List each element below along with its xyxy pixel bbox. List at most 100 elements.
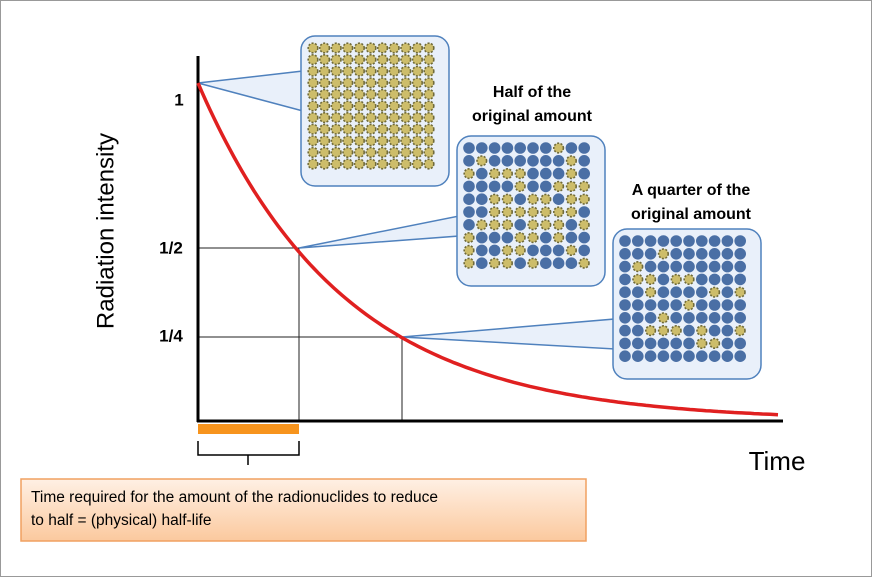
decayed-atom [463, 142, 475, 154]
atom [330, 88, 342, 100]
atom [423, 65, 435, 77]
decayed-atom [540, 257, 552, 270]
decayed-atom [552, 257, 565, 270]
atom [463, 244, 475, 256]
decayed-atom [683, 324, 695, 337]
decayed-atom [683, 286, 695, 299]
decayed-atom [696, 273, 708, 286]
tick-label: 1 [174, 90, 183, 109]
atom [644, 273, 657, 286]
decayed-atom [501, 231, 514, 244]
atom [527, 232, 539, 244]
decayed-atom [514, 193, 526, 205]
atom [400, 53, 412, 66]
atom [578, 257, 590, 269]
atom [307, 88, 319, 100]
x-axis-label: Time [749, 446, 806, 476]
atom [388, 111, 400, 124]
atom [319, 146, 331, 158]
decayed-atom [683, 350, 695, 363]
atom [342, 53, 354, 66]
atom [353, 65, 366, 77]
atom [377, 53, 389, 66]
decayed-atom [696, 350, 708, 363]
atom [411, 111, 424, 124]
atom [411, 158, 424, 170]
atom [514, 244, 526, 256]
atom [552, 219, 565, 231]
atom [565, 244, 578, 256]
atom [330, 65, 342, 77]
decayed-atom [463, 155, 475, 167]
atom [388, 146, 400, 158]
atom [388, 158, 400, 170]
atom [377, 65, 389, 77]
decayed-atom [476, 167, 488, 180]
atom [501, 257, 514, 269]
decayed-atom [644, 350, 657, 363]
decayed-atom [565, 219, 578, 231]
decayed-atom [734, 337, 746, 350]
atom [365, 135, 377, 147]
atom [644, 325, 657, 337]
atom [365, 158, 377, 170]
decayed-atom [540, 155, 552, 167]
atom [307, 65, 319, 77]
atom [342, 123, 354, 135]
atom [365, 42, 377, 54]
decayed-atom [578, 155, 590, 167]
decayed-atom [514, 142, 526, 154]
atom [501, 193, 514, 205]
atom [388, 53, 400, 66]
atom [423, 123, 435, 135]
decayed-atom [670, 248, 682, 260]
decayed-atom [632, 286, 644, 299]
atom [353, 158, 366, 170]
decayed-atom [578, 231, 590, 244]
decayed-atom [644, 235, 657, 247]
atom [319, 65, 331, 77]
decayed-atom [683, 248, 695, 260]
atom [708, 337, 721, 350]
decayed-atom [696, 312, 708, 324]
atom [632, 261, 644, 273]
atom [330, 135, 342, 147]
atom [670, 325, 682, 337]
atom [353, 88, 366, 100]
atom [463, 257, 475, 269]
decayed-atom [463, 193, 475, 205]
atom [307, 42, 319, 54]
decayed-atom [721, 286, 734, 299]
decayed-atom [632, 337, 644, 350]
atom [411, 100, 424, 112]
decayed-atom [696, 248, 708, 260]
tick-label: 1/4 [159, 326, 183, 345]
atom [489, 206, 501, 218]
atom [565, 193, 578, 205]
atom [540, 193, 552, 205]
atom [319, 53, 331, 66]
decayed-atom [708, 273, 721, 286]
decayed-atom [565, 231, 578, 244]
atom [377, 42, 389, 54]
decayed-atom [632, 350, 644, 363]
decayed-atom [527, 180, 539, 193]
decayed-atom [619, 273, 631, 286]
decayed-atom [644, 299, 657, 311]
atom [307, 158, 319, 170]
tick-label: 1/2 [159, 238, 183, 257]
atom [411, 135, 424, 147]
decayed-atom [657, 350, 670, 363]
atom [514, 206, 526, 218]
atom [696, 325, 708, 337]
atom [342, 111, 354, 124]
atom [330, 42, 342, 54]
decayed-atom [619, 324, 631, 337]
decayed-atom [721, 273, 734, 286]
decayed-atom [708, 260, 721, 273]
decayed-atom [501, 180, 514, 193]
decayed-atom [632, 248, 644, 260]
decayed-atom [619, 248, 631, 260]
decayed-atom [552, 155, 565, 167]
atom [365, 146, 377, 158]
